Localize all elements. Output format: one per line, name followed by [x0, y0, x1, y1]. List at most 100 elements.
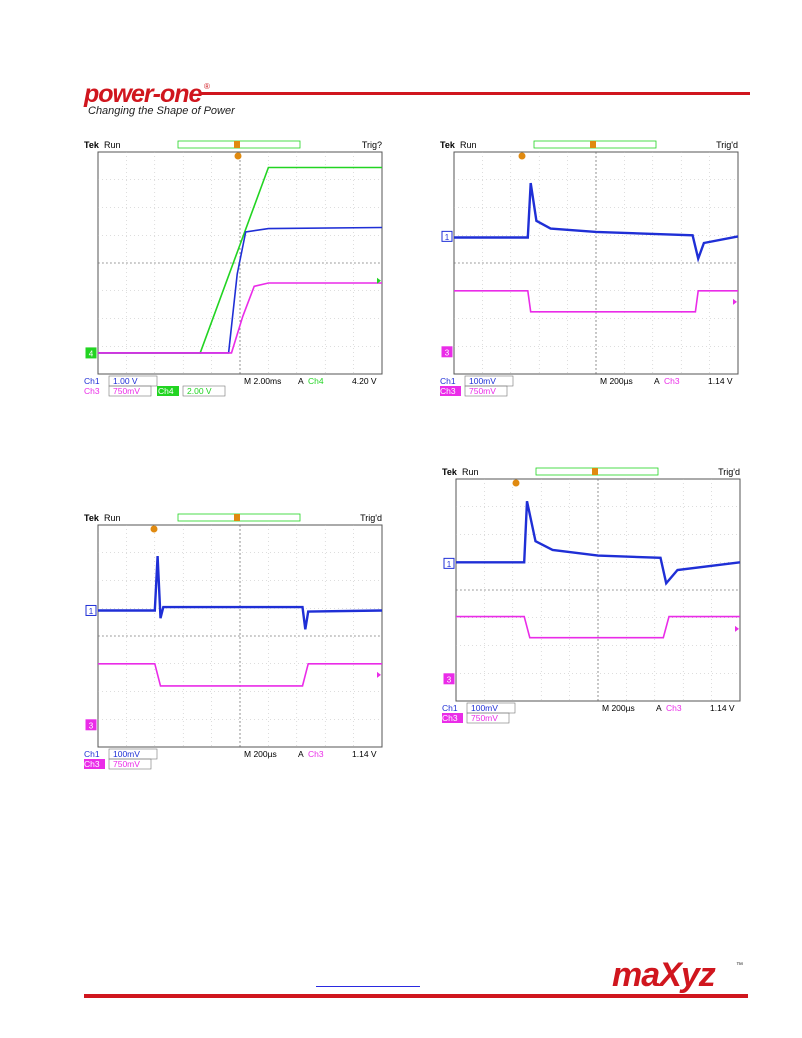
status-cell-box — [464, 385, 508, 397]
status-cell: Ch3 — [664, 376, 680, 386]
status-cell: 1.00 V — [108, 375, 158, 387]
logo-registered-mark: ® — [204, 82, 210, 91]
status-text: Ch3 — [308, 749, 324, 759]
scope-3-svg: Tek Run Trig'd 1 3 Ch1 100mV M 200µs A Ch3 1.14 V C… — [84, 513, 383, 770]
status-text: 2.00 V — [187, 386, 212, 396]
channel-marker-label: 1 — [89, 607, 94, 616]
trigger-state: Trig'd — [716, 140, 738, 150]
trigger-level-marker — [735, 625, 739, 632]
trigger-level-marker — [377, 671, 381, 678]
status-text: Ch3 — [664, 376, 680, 386]
ch1-trace — [456, 500, 741, 586]
status-cell: 1.14 V — [352, 749, 377, 759]
status-text: Ch4 — [308, 376, 324, 386]
status-text: 750mV — [113, 386, 140, 396]
channel-marker-label: 1 — [447, 560, 452, 569]
status-cell-box — [108, 758, 152, 770]
maxyz-logo: maXyz ™ — [612, 956, 752, 998]
ch3-trace — [454, 290, 738, 313]
status-cell: Ch3 — [84, 386, 100, 396]
channel-marker-label: 3 — [447, 675, 452, 684]
trigger-t-icon — [518, 152, 526, 160]
status-cell-box — [466, 712, 510, 724]
channel-marker-box — [443, 557, 455, 569]
run-status: Run — [462, 467, 479, 477]
status-cell: A — [656, 703, 662, 713]
channel-marker-3: 3 — [441, 346, 453, 358]
scope-screen-1: Tek Run Trig? 4 Ch1 1.00 V M 2.00ms A Ch4 4.20 V C… — [84, 138, 384, 404]
ch3-trace — [98, 663, 382, 687]
run-status: Run — [460, 140, 477, 150]
status-text: 1.14 V — [708, 376, 733, 386]
status-cell: 2.00 V — [182, 385, 226, 397]
status-text: Ch1 — [84, 376, 100, 386]
scope-1-svg: Tek Run Trig? 4 Ch1 1.00 V M 2.00ms A Ch4 4.20 V C… — [84, 140, 383, 397]
status-text: Ch3 — [440, 386, 456, 396]
trigger-state: Trig'd — [718, 467, 740, 477]
status-text: Ch3 — [84, 386, 100, 396]
status-cell: 750mV — [108, 758, 152, 770]
channel-marker-1: 1 — [85, 604, 97, 616]
status-cell: Ch4 — [157, 386, 179, 396]
ch1-trace — [98, 556, 383, 630]
trigger-level-marker — [733, 298, 737, 305]
status-text: Ch1 — [84, 749, 100, 759]
channel-marker-box — [85, 347, 97, 359]
scope-2-svg: Tek Run Trig'd 1 3 Ch1 100mV M 200µs A Ch3 1.14 V C… — [440, 140, 739, 397]
status-text: Ch1 — [442, 703, 458, 713]
status-cell: Ch1 — [440, 376, 456, 386]
trigger-t-icon — [512, 479, 520, 487]
status-text: Ch1 — [440, 376, 456, 386]
status-text: 1.00 V — [113, 376, 138, 386]
status-cell: Ch4 — [308, 376, 324, 386]
status-cell: A — [654, 376, 660, 386]
footer-rule — [84, 994, 748, 998]
status-text: A — [298, 749, 304, 759]
trigger-position-marker — [590, 141, 596, 148]
status-cell-highlight — [84, 759, 105, 769]
status-text: 1.14 V — [710, 703, 735, 713]
maxyz-logo-text: maXyz — [612, 956, 716, 994]
maxyz-trademark: ™ — [736, 962, 743, 969]
status-text: 100mV — [469, 376, 496, 386]
status-cell: A — [298, 749, 304, 759]
status-cell-highlight — [440, 386, 461, 396]
status-cell: 750mV — [466, 712, 510, 724]
status-cell: 1.14 V — [710, 703, 735, 713]
trigger-position-marker — [592, 468, 598, 475]
channel-marker-label: 4 — [89, 349, 94, 358]
footer-link-underline[interactable] — [316, 986, 420, 987]
status-text: 750mV — [471, 713, 498, 723]
status-cell: 750mV — [108, 385, 152, 397]
scope-4-svg: Tek Run Trig'd 1 3 Ch1 100mV M 200µs A Ch3 1.14 V C… — [442, 467, 741, 724]
status-cell-highlight — [442, 713, 463, 723]
status-text: M 2.00ms — [244, 376, 281, 386]
status-cell: Ch1 — [84, 376, 100, 386]
channel-marker-1: 1 — [443, 557, 455, 569]
status-cell: Ch1 — [442, 703, 458, 713]
status-text: M 200µs — [600, 376, 633, 386]
status-cell: Ch3 — [84, 759, 105, 769]
status-cell: Ch3 — [308, 749, 324, 759]
status-text: A — [656, 703, 662, 713]
status-cell: M 200µs — [244, 749, 277, 759]
ch1-trace — [454, 182, 739, 263]
status-text: Ch3 — [666, 703, 682, 713]
status-cell: Ch1 — [84, 749, 100, 759]
logo-text: power-one — [84, 80, 202, 108]
trigger-position-marker — [234, 514, 240, 521]
channel-marker-label: 1 — [445, 233, 450, 242]
trigger-position-marker — [234, 141, 240, 148]
status-cell: Ch3 — [666, 703, 682, 713]
status-text: 750mV — [469, 386, 496, 396]
logo-tagline: Changing the Shape of Power — [88, 105, 235, 117]
status-cell: M 2.00ms — [244, 376, 281, 386]
status-cell: Ch3 — [440, 386, 461, 396]
run-status: Run — [104, 140, 121, 150]
status-text: Ch3 — [84, 759, 100, 769]
status-cell-box — [108, 385, 152, 397]
run-status: Run — [104, 513, 121, 523]
tek-brand: Tek — [84, 513, 100, 523]
channel-marker-1: 1 — [441, 230, 453, 242]
header-rule — [200, 92, 750, 95]
